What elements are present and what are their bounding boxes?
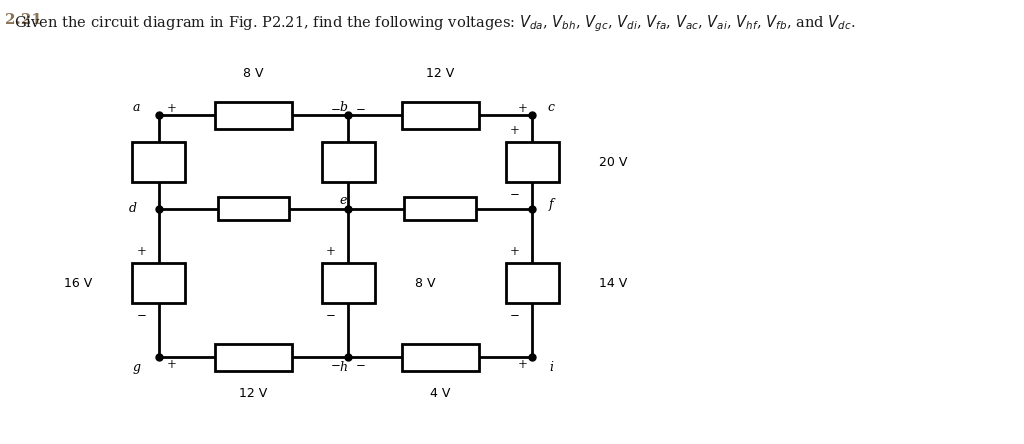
Text: 8 V: 8 V	[415, 277, 435, 289]
Bar	[217, 197, 289, 220]
Text: Given the circuit diagram in Fig. P2.21, find the following voltages: $V_{da}$, : Given the circuit diagram in Fig. P2.21,…	[5, 13, 856, 34]
Text: +: +	[510, 124, 520, 137]
Text: +: +	[326, 245, 336, 258]
Text: 12 V: 12 V	[426, 67, 455, 80]
Text: d: d	[129, 202, 137, 215]
Text: −: −	[136, 308, 146, 321]
Text: −: −	[510, 187, 520, 200]
Bar	[215, 102, 292, 129]
Bar	[132, 263, 185, 303]
Text: −: −	[331, 102, 341, 115]
Text: 4 V: 4 V	[430, 387, 451, 400]
Text: −: −	[331, 357, 341, 371]
Bar	[506, 142, 559, 182]
Text: h: h	[339, 361, 347, 374]
Bar	[132, 142, 185, 182]
Text: 20 V: 20 V	[599, 155, 628, 169]
Bar	[506, 263, 559, 303]
Text: 8 V: 8 V	[243, 67, 264, 80]
Text: c: c	[548, 101, 554, 114]
Text: b: b	[339, 101, 347, 114]
Bar	[322, 142, 375, 182]
Text: −: −	[355, 357, 366, 371]
Text: 14 V: 14 V	[599, 277, 628, 289]
Text: −: −	[355, 102, 366, 115]
Text: +: +	[517, 102, 527, 115]
Text: +: +	[167, 102, 177, 115]
Bar	[401, 102, 479, 129]
Text: +: +	[136, 245, 146, 258]
Text: e: e	[339, 194, 347, 207]
Text: 12 V: 12 V	[240, 387, 267, 400]
Text: 2.21: 2.21	[5, 13, 42, 28]
Bar	[404, 197, 476, 220]
Text: +: +	[167, 357, 177, 371]
Text: +: +	[510, 245, 520, 258]
Bar	[322, 263, 375, 303]
Text: +: +	[517, 357, 527, 371]
Text: a: a	[132, 101, 140, 114]
Text: −: −	[510, 308, 520, 321]
Text: g: g	[132, 361, 140, 374]
Text: f: f	[549, 198, 553, 211]
Bar	[401, 344, 479, 371]
Text: −: −	[326, 308, 336, 321]
Bar	[215, 344, 292, 371]
Text: i: i	[549, 361, 553, 374]
Text: 16 V: 16 V	[63, 277, 92, 289]
